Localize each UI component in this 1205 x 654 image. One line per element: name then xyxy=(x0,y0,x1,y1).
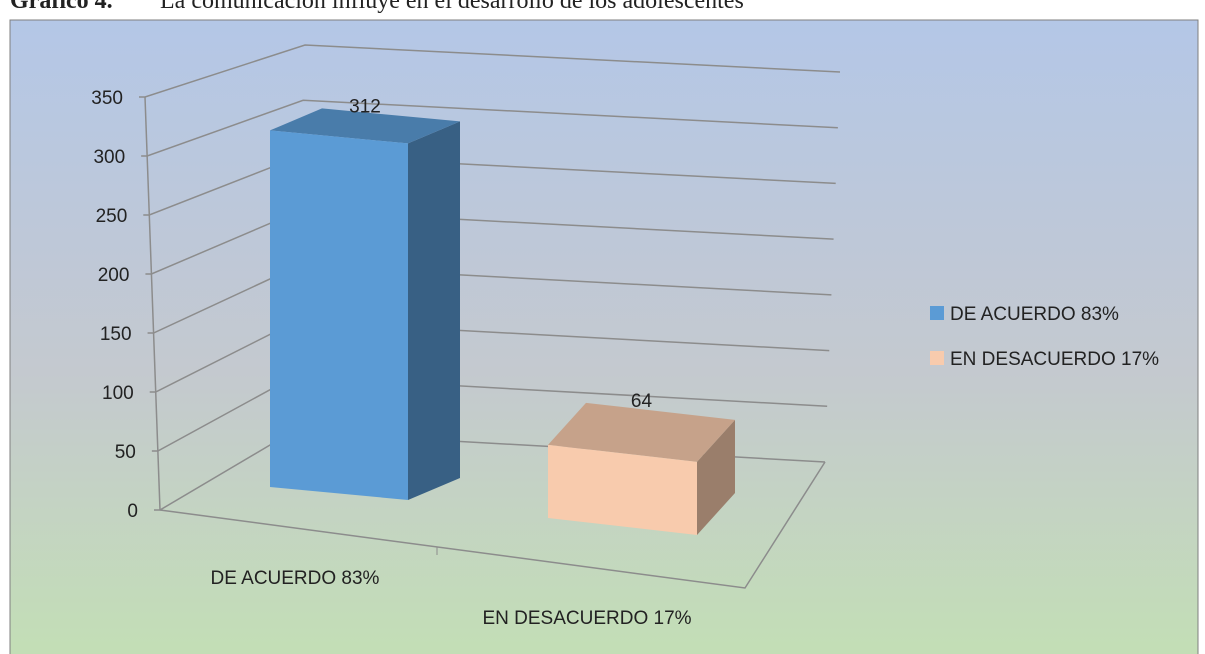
grid-line xyxy=(145,210,834,275)
y-tick-label: 100 xyxy=(102,383,134,404)
grid-line xyxy=(151,375,828,452)
bar xyxy=(548,444,697,535)
y-tick-label: 150 xyxy=(100,324,132,345)
bar-side xyxy=(408,121,460,500)
bar xyxy=(270,130,408,500)
figure-number: Gráfico 4. xyxy=(10,0,113,14)
bar-side xyxy=(697,419,735,535)
legend-swatch xyxy=(930,306,944,320)
y-tick-label: 50 xyxy=(115,442,136,463)
y-tick-label: 250 xyxy=(96,206,128,227)
bar-top xyxy=(548,402,735,462)
value-label: 312 xyxy=(349,96,381,117)
floor-edge xyxy=(159,461,826,589)
value-label: 64 xyxy=(631,391,653,412)
grid-line xyxy=(143,154,836,216)
y-tick-label: 300 xyxy=(93,147,125,168)
grid-line xyxy=(141,99,838,157)
legend-label: DE ACUERDO 83% xyxy=(950,304,1119,325)
chart-title: La comunicación influye en el desarrollo… xyxy=(160,0,744,14)
y-axis xyxy=(144,96,161,511)
y-tick-label: 350 xyxy=(91,88,123,109)
legend-label: EN DESACUERDO 17% xyxy=(950,349,1159,370)
y-tick-label: 200 xyxy=(98,265,130,286)
plot-background xyxy=(9,19,1199,654)
grid-line xyxy=(139,44,841,98)
x-tick-label: EN DESACUERDO 17% xyxy=(482,608,691,629)
y-tick-label: 0 xyxy=(127,501,138,522)
bar-top xyxy=(270,108,460,144)
legend-swatch xyxy=(930,351,944,365)
grid-line xyxy=(149,320,830,393)
grid-line xyxy=(147,265,832,334)
x-tick-label: DE ACUERDO 83% xyxy=(211,568,380,589)
